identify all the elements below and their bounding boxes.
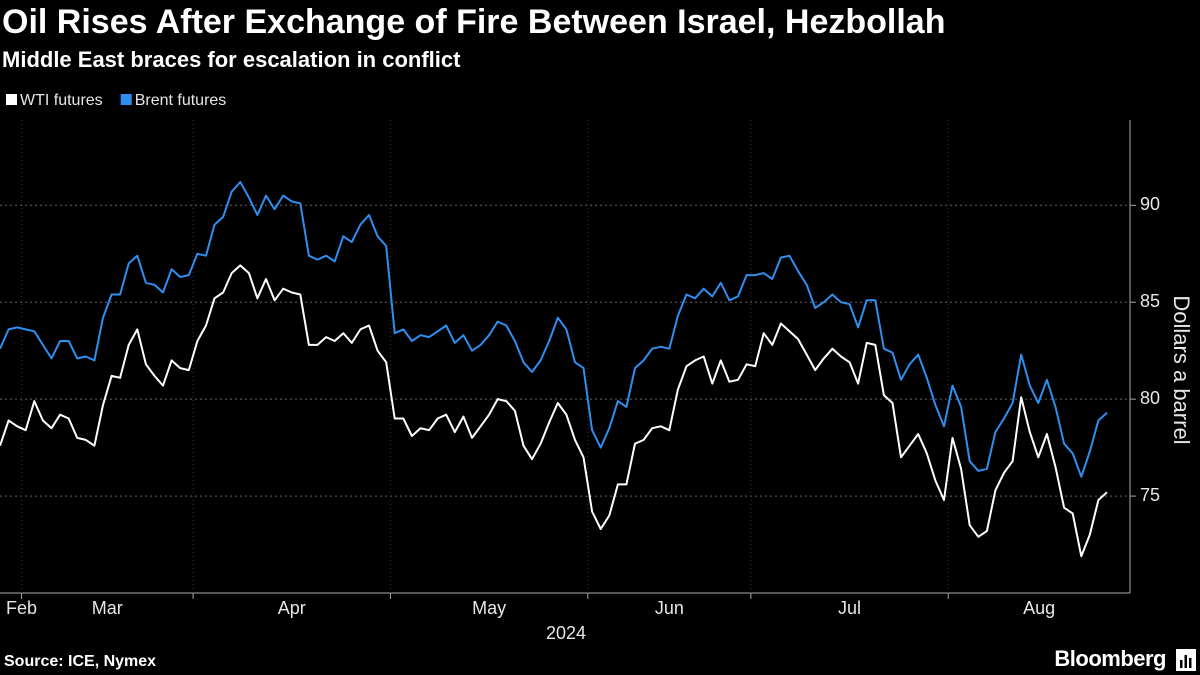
legend-label: WTI futures [20, 92, 103, 109]
x-tick-label: May [472, 598, 506, 618]
series-line [0, 181, 1108, 478]
legend-swatch [6, 94, 17, 105]
legend-label: Brent futures [135, 92, 227, 109]
x-tick-label: Feb [6, 598, 37, 618]
y-tick-label: 90 [1140, 194, 1160, 214]
x-tick-label: Mar [92, 598, 123, 618]
x-tick-label: Aug [1023, 598, 1055, 618]
logo-icon [1176, 649, 1196, 671]
y-tick-label: 75 [1140, 485, 1160, 505]
legend-swatch [120, 94, 132, 105]
x-axis-label: 2024 [546, 623, 586, 643]
y-tick-label: 85 [1140, 291, 1160, 311]
chart-title: Oil Rises After Exchange of Fire Between… [2, 3, 945, 41]
logo: Bloomberg [1054, 646, 1166, 671]
y-tick-label: 80 [1140, 388, 1160, 408]
y-axis-label: Dollars a barrel [1169, 295, 1194, 444]
x-tick-label: Jun [655, 598, 684, 618]
x-tick-label: Apr [278, 598, 306, 618]
chart-subtitle: Middle East braces for escalation in con… [2, 47, 461, 72]
series-line [0, 264, 1108, 558]
x-tick-label: Jul [838, 598, 861, 618]
source: Source: ICE, Nymex [4, 653, 156, 670]
